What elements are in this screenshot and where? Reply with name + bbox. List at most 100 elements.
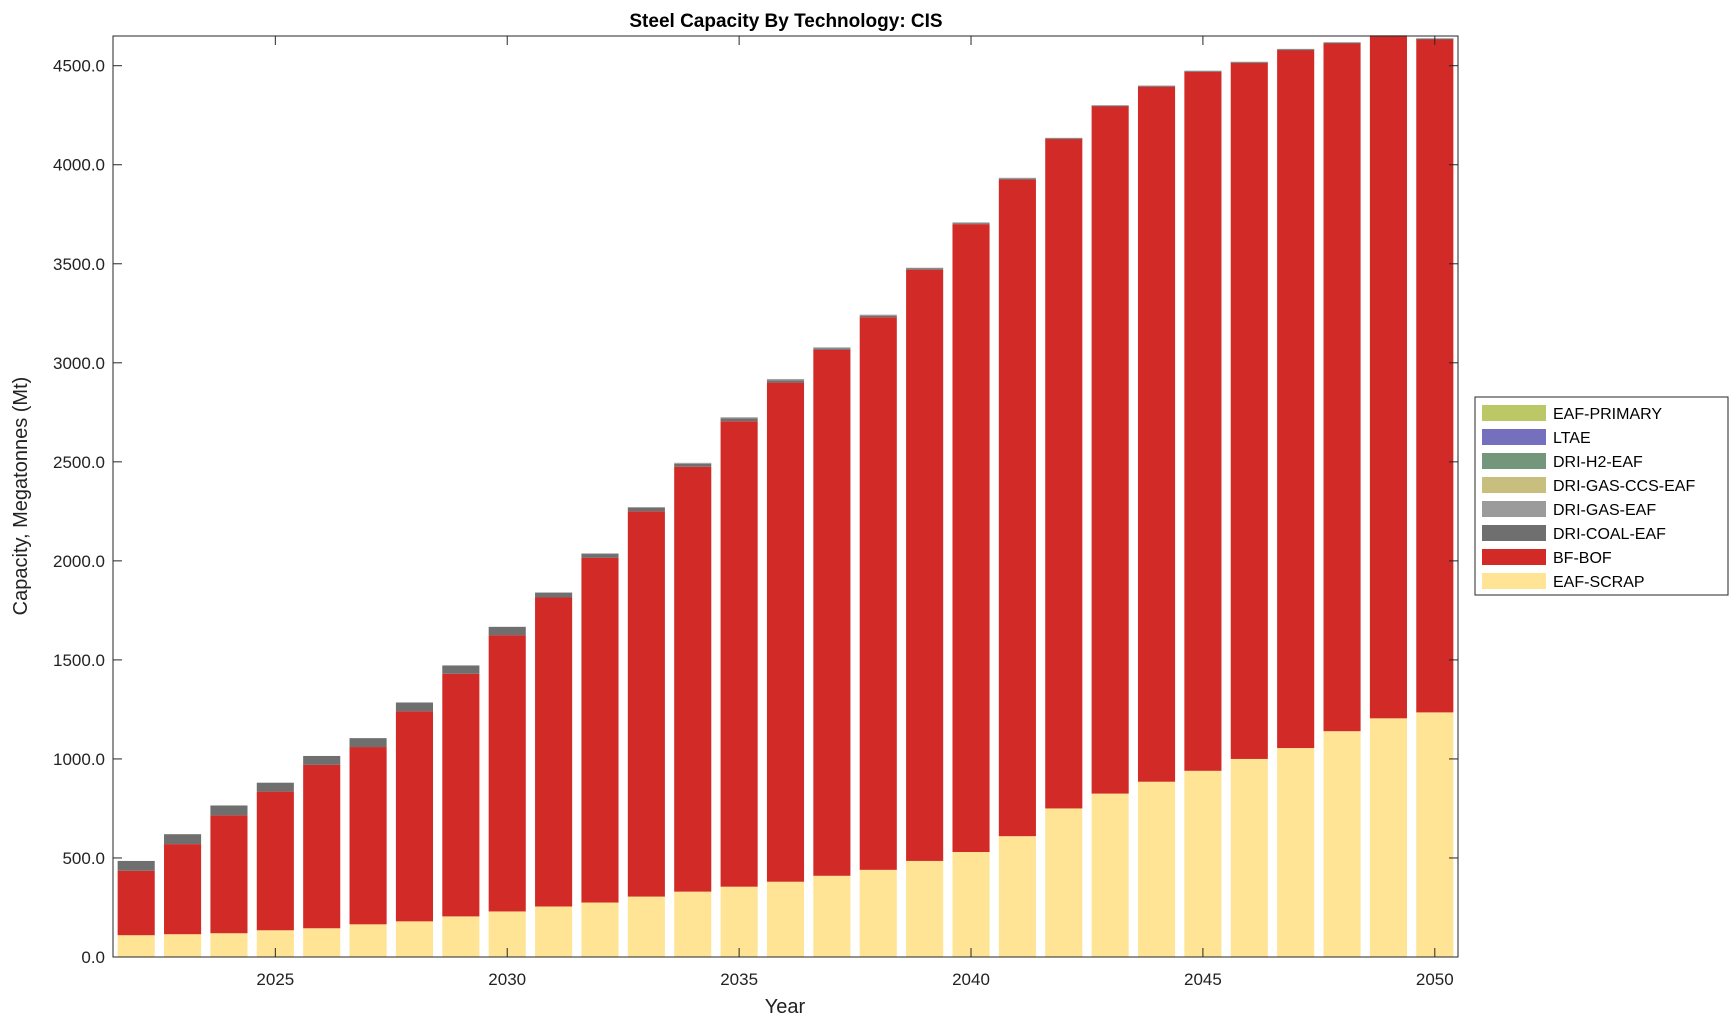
bar-eaf-scrap-2047: [1277, 748, 1315, 957]
bar-bf-bof-2044: [1137, 86, 1176, 782]
legend-label-dri-coal-eaf: DRI-COAL-EAF: [1553, 526, 1666, 543]
bar-dri-gas-eaf-2042: [1045, 137, 1083, 139]
bar-eaf-scrap-2036: [766, 881, 805, 957]
bar-dri-gas-eaf-2034: [674, 462, 712, 464]
bar-eaf-scrap-2049: [1369, 718, 1407, 957]
bar-dri-coal-eaf-2040: [952, 223, 990, 225]
bar-dri-coal-eaf-2037: [813, 348, 851, 350]
bar-dri-coal-eaf-2048: [1323, 42, 1361, 44]
bar-dri-coal-eaf-2029: [442, 665, 480, 674]
bar-bf-bof-2034: [674, 466, 712, 892]
bar-bf-bof-2032: [581, 557, 619, 903]
bar-eaf-scrap-2035: [720, 886, 758, 957]
x-tick-label: 2045: [1184, 970, 1222, 989]
chart-title: Steel Capacity By Technology: CIS: [629, 11, 942, 32]
x-tick-label: 2040: [952, 970, 990, 989]
bar-dri-gas-eaf-2033: [627, 507, 665, 508]
bar-bf-bof-2028: [395, 711, 434, 922]
bar-dri-coal-eaf-2028: [395, 702, 434, 712]
legend-label-dri-gas-eaf: DRI-GAS-EAF: [1553, 502, 1656, 519]
bar-eaf-scrap-2022: [117, 935, 155, 957]
legend-label-ltae: LTAE: [1553, 430, 1591, 447]
bar-eaf-scrap-2046: [1230, 758, 1268, 957]
bar-bf-bof-2033: [627, 511, 665, 897]
legend: EAF-PRIMARY LTAE DRI-H2-EAF DRI-GAS-CCS-EAF…: [1474, 396, 1729, 596]
x-tick-label: 2050: [1416, 970, 1454, 989]
legend-label-dri-h2-eaf: DRI-H2-EAF: [1553, 454, 1643, 471]
bar-bf-bof-2040: [952, 224, 990, 853]
bar-dri-gas-eaf-2038: [859, 314, 897, 316]
bar-bf-bof-2049: [1369, 36, 1407, 719]
bar-eaf-scrap-2043: [1091, 793, 1129, 957]
bar-dri-coal-eaf-2024: [210, 805, 248, 816]
bar-eaf-scrap-2026: [303, 928, 341, 957]
bar-bf-bof-2037: [813, 349, 851, 876]
bar-dri-coal-eaf-2033: [627, 507, 665, 512]
bar-dri-gas-eaf-2046: [1230, 61, 1268, 63]
bar-bf-bof-2029: [442, 673, 480, 917]
legend-label-bf-bof: BF-BOF: [1553, 550, 1612, 567]
bar-bf-bof-2036: [766, 382, 805, 882]
bar-dri-gas-eaf-2048: [1323, 42, 1361, 43]
bar-eaf-scrap-2038: [859, 869, 897, 957]
plot-area-frame: [112, 35, 1459, 958]
bar-eaf-scrap-2041: [998, 836, 1036, 957]
bar-bf-bof-2030: [488, 635, 526, 912]
y-tick-label: 4000.0: [53, 156, 105, 175]
bar-bf-bof-2046: [1230, 62, 1268, 759]
bar-eaf-scrap-2037: [813, 875, 851, 957]
bar-dri-coal-eaf-2043: [1091, 105, 1129, 107]
bar-bf-bof-2042: [1045, 138, 1083, 809]
x-tick-label: 2030: [488, 970, 526, 989]
bar-bf-bof-2038: [859, 317, 897, 870]
bar-eaf-scrap-2028: [395, 921, 434, 957]
legend-swatch-eaf-scrap: [1482, 573, 1546, 589]
bar-dri-coal-eaf-2047: [1277, 49, 1315, 51]
y-tick-label: 2000.0: [53, 552, 105, 571]
bar-dri-coal-eaf-2023: [164, 834, 202, 845]
bars-group: [117, 35, 1454, 957]
bar-dri-coal-eaf-2041: [998, 178, 1036, 180]
bar-eaf-scrap-2045: [1184, 770, 1222, 957]
bar-dri-coal-eaf-2031: [535, 592, 573, 598]
y-tick-label: 1500.0: [53, 651, 105, 670]
bar-bf-bof-2041: [998, 179, 1036, 837]
y-axis: 0.0 500.0 1000.0 1500.0 2000.0 2500.0 3000.0 35…: [53, 57, 1458, 967]
bar-dri-coal-eaf-2038: [859, 315, 897, 318]
legend-swatch-ltae: [1482, 429, 1546, 445]
bar-dri-gas-eaf-2040: [952, 222, 990, 224]
bar-bf-bof-2025: [256, 791, 294, 931]
bar-dri-coal-eaf-2044: [1137, 86, 1176, 87]
y-tick-label: 1000.0: [53, 750, 105, 769]
legend-swatch-dri-h2-eaf: [1482, 453, 1546, 469]
bar-dri-coal-eaf-2045: [1184, 71, 1222, 73]
bar-eaf-scrap-2023: [164, 934, 202, 957]
bar-eaf-scrap-2034: [674, 891, 712, 957]
x-axis: 2025 2030 2035 2040 2045 2050: [256, 36, 1454, 989]
bar-eaf-scrap-2032: [581, 902, 619, 957]
bar-dri-coal-eaf-2039: [906, 268, 944, 270]
bar-eaf-scrap-2040: [952, 852, 990, 957]
bar-dri-gas-eaf-2039: [906, 267, 944, 269]
bar-dri-coal-eaf-2034: [674, 463, 712, 467]
y-tick-label: 0.0: [81, 948, 105, 967]
bar-eaf-scrap-2050: [1416, 712, 1454, 957]
bar-bf-bof-2024: [210, 815, 248, 934]
legend-swatch-dri-gas-ccs-eaf: [1482, 477, 1546, 493]
bar-dri-coal-eaf-2042: [1045, 138, 1083, 140]
y-tick-label: 500.0: [62, 849, 105, 868]
bar-dri-gas-eaf-2043: [1091, 105, 1129, 106]
y-tick-label: 4500.0: [53, 57, 105, 76]
bar-eaf-scrap-2033: [627, 896, 665, 957]
bar-bf-bof-2045: [1184, 71, 1222, 771]
legend-swatch-eaf-primary: [1482, 405, 1546, 421]
bar-bf-bof-2026: [303, 764, 341, 929]
bar-dri-coal-eaf-2025: [256, 782, 294, 792]
bar-bf-bof-2022: [117, 870, 155, 936]
bar-dri-coal-eaf-2030: [488, 626, 526, 636]
bar-eaf-scrap-2048: [1323, 731, 1361, 957]
bar-bf-bof-2043: [1091, 106, 1129, 794]
bar-dri-gas-eaf-2045: [1184, 70, 1222, 72]
bar-bf-bof-2048: [1323, 42, 1361, 732]
